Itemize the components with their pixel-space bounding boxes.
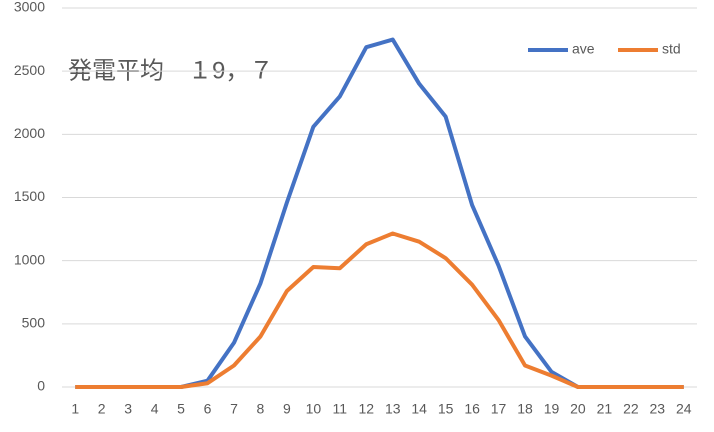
x-tick-label: 15 bbox=[438, 401, 454, 417]
y-tick-label: 500 bbox=[22, 315, 46, 331]
y-tick-label: 2000 bbox=[14, 125, 45, 141]
x-tick-label: 19 bbox=[544, 401, 560, 417]
x-tick-label: 7 bbox=[230, 401, 238, 417]
x-tick-label: 16 bbox=[464, 401, 480, 417]
y-tick-label: 2500 bbox=[14, 62, 45, 78]
x-tick-label: 3 bbox=[124, 401, 132, 417]
x-tick-label: 22 bbox=[623, 401, 639, 417]
x-tick-label: 24 bbox=[676, 401, 692, 417]
line-series bbox=[75, 37, 684, 389]
x-tick-label: 8 bbox=[257, 401, 265, 417]
y-tick-label: 3000 bbox=[14, 0, 45, 15]
x-tick-label: 21 bbox=[597, 401, 613, 417]
x-tick-label: 20 bbox=[570, 401, 586, 417]
y-tick-label: 0 bbox=[37, 378, 45, 394]
x-tick-label: 4 bbox=[151, 401, 159, 417]
x-tick-label: 9 bbox=[283, 401, 291, 417]
x-tick-label: 2 bbox=[98, 401, 106, 417]
x-tick-label: 10 bbox=[306, 401, 322, 417]
x-tick-label: 23 bbox=[650, 401, 666, 417]
x-tick-label: 11 bbox=[333, 401, 348, 417]
y-tick-label: 1000 bbox=[14, 251, 45, 267]
legend-label: std bbox=[662, 41, 681, 57]
x-tick-label: 17 bbox=[491, 401, 507, 417]
line-series bbox=[75, 231, 684, 389]
x-tick-label: 18 bbox=[517, 401, 533, 417]
x-tick-label: 5 bbox=[177, 401, 185, 417]
x-tick-label: 13 bbox=[385, 401, 401, 417]
x-tick-label: 6 bbox=[204, 401, 212, 417]
x-tick-label: 14 bbox=[411, 401, 427, 417]
x-tick-label: 12 bbox=[358, 401, 374, 417]
legend-label: ave bbox=[572, 41, 595, 57]
y-tick-label: 1500 bbox=[14, 188, 45, 204]
x-tick-label: 1 bbox=[71, 401, 79, 417]
